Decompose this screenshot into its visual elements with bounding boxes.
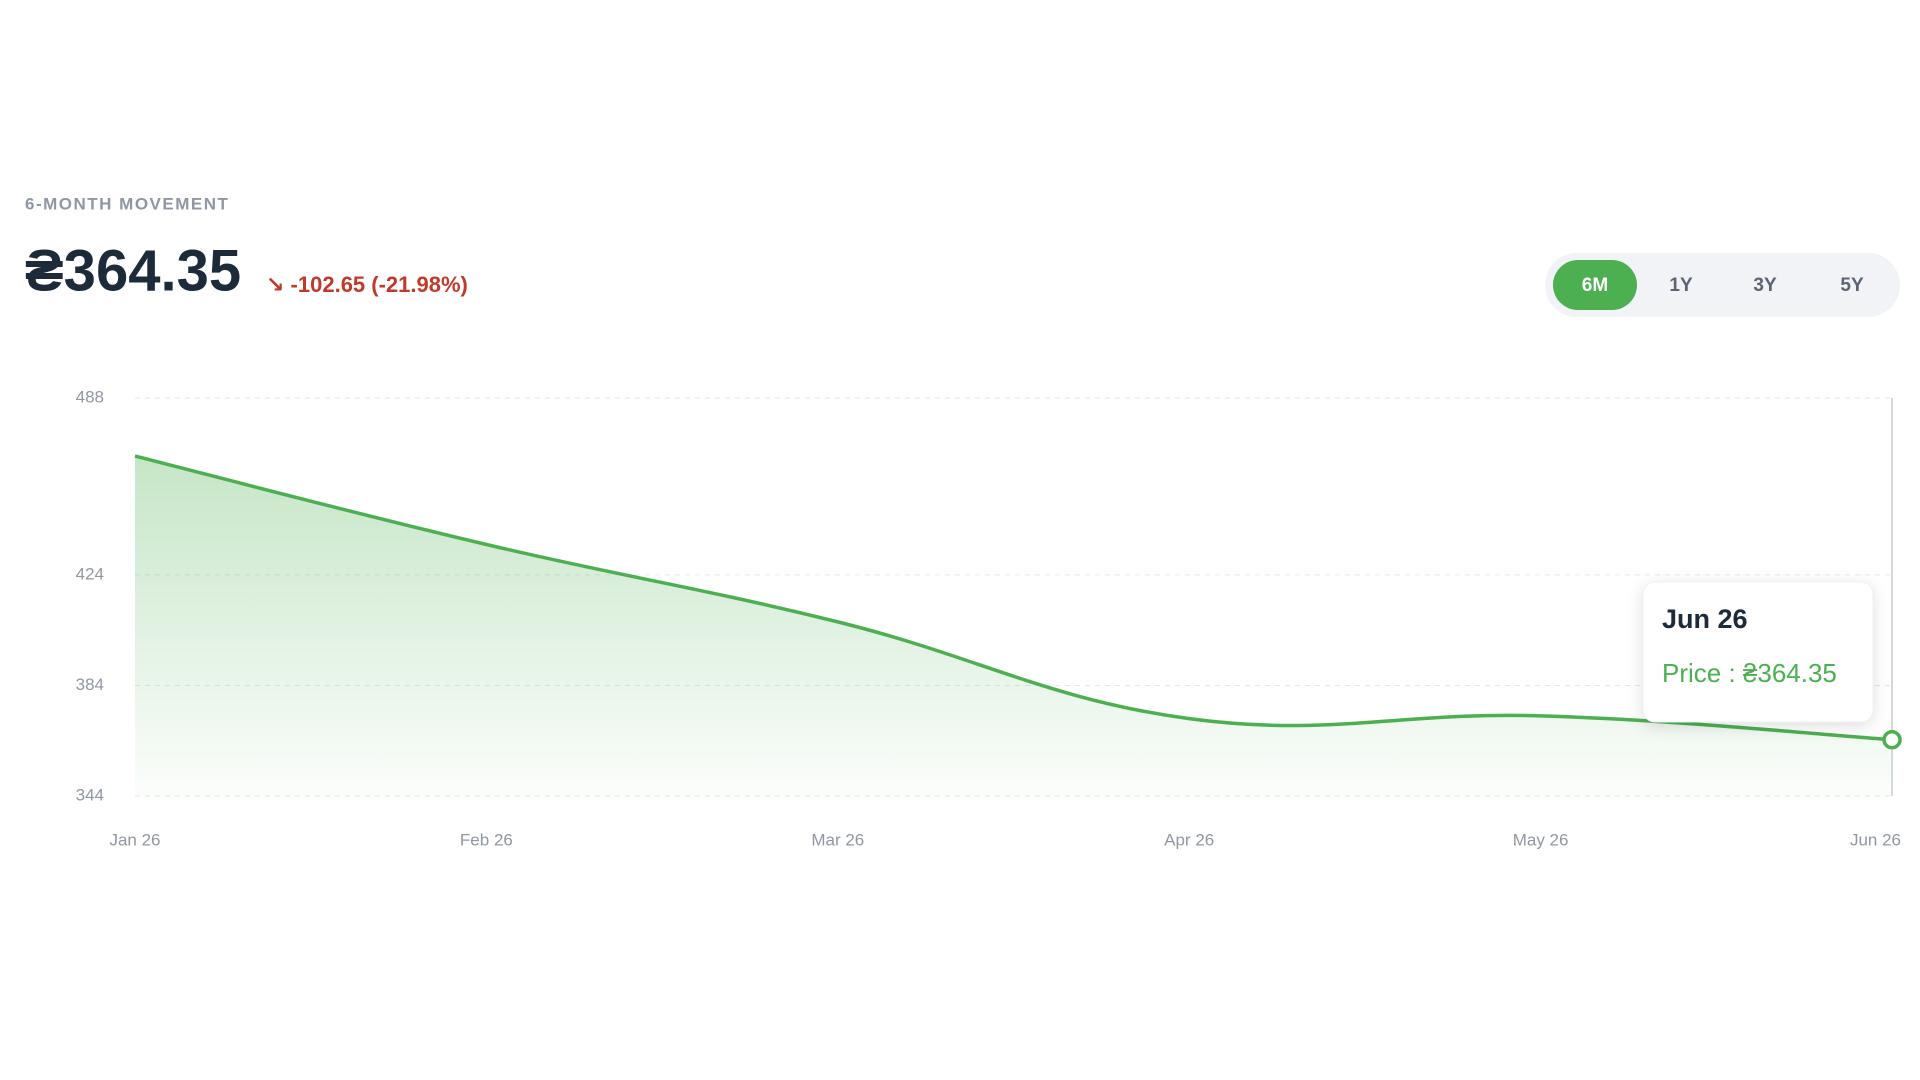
active-pill (1553, 260, 1637, 310)
tooltip-text: Price : ₴364.35 (1662, 658, 1837, 688)
tooltip-box (1642, 581, 1874, 723)
range-button-label: 5Y (1840, 275, 1864, 296)
y-tick-label: 424 (76, 564, 104, 583)
x-tick-label: Jun 26 (1850, 830, 1901, 849)
y-tick-label: 344 (76, 785, 104, 804)
area-fill (135, 456, 1892, 796)
price-line (134, 454, 1893, 742)
y-tick-label: 384 (76, 675, 104, 694)
section-label: 6-MONTH MOVEMENT (25, 194, 229, 213)
range-button[interactable]: 6M (1553, 260, 1637, 310)
y-tick-label: 488 (76, 387, 104, 406)
price-change: ↘ -102.65 (-21.98%) (266, 272, 468, 297)
x-tick-label: Feb 26 (460, 830, 513, 849)
x-tick-label: May 26 (1513, 830, 1569, 849)
range-selector (1545, 253, 1900, 317)
range-button[interactable]: 5Y (1840, 275, 1864, 296)
x-tick-label: Mar 26 (811, 830, 864, 849)
x-tick-label: Jan 26 (109, 830, 160, 849)
hover-point (1882, 730, 1902, 750)
current-price: ₴364.35 (25, 238, 241, 303)
range-button[interactable]: 3Y (1753, 275, 1777, 296)
range-button[interactable]: 1Y (1669, 275, 1693, 296)
range-button-label: 1Y (1669, 275, 1693, 296)
range-button-label: 3Y (1753, 275, 1777, 296)
x-tick-label: Apr 26 (1164, 830, 1214, 849)
tooltip-title: Jun 26 (1662, 604, 1748, 634)
range-button-label: 6M (1582, 275, 1608, 296)
